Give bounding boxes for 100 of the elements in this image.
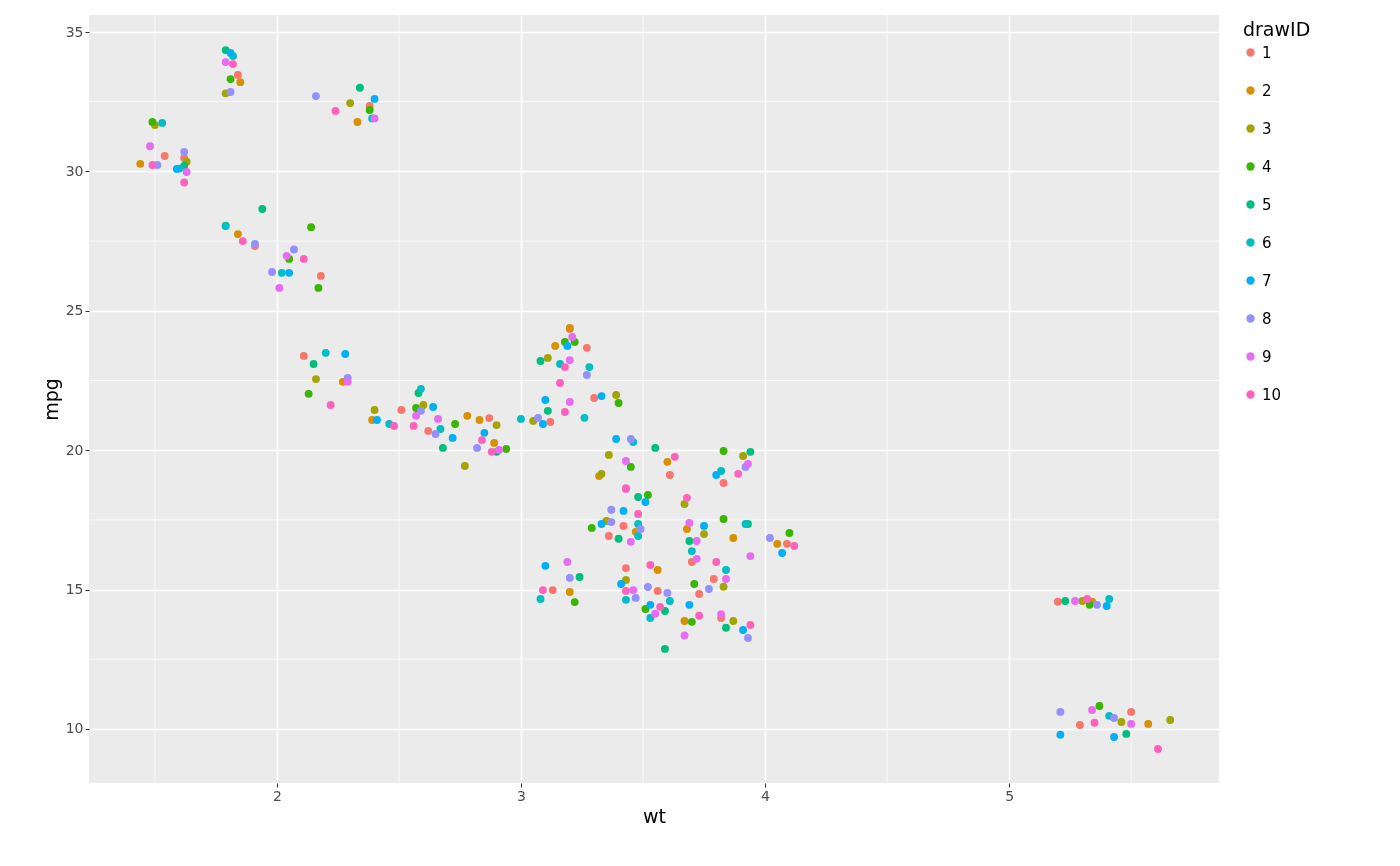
point [643, 583, 652, 591]
point [612, 391, 621, 399]
point [680, 631, 689, 640]
point [331, 106, 340, 115]
point [651, 443, 660, 452]
point [158, 118, 167, 127]
legend-title: drawID [1243, 18, 1311, 40]
point [136, 159, 145, 168]
point [695, 611, 704, 620]
x-tick-label: 5 [1005, 787, 1015, 804]
point [646, 561, 655, 569]
point [312, 375, 320, 383]
point [534, 413, 543, 422]
y-tick-label: 25 [65, 302, 84, 319]
point [582, 343, 591, 352]
point [773, 539, 782, 548]
point [1095, 702, 1104, 710]
point [1083, 595, 1092, 603]
point [539, 586, 547, 595]
point [719, 582, 728, 591]
point [548, 586, 557, 595]
point [485, 414, 494, 423]
y-tick-label: 15 [65, 581, 84, 598]
point [182, 168, 191, 176]
point [478, 436, 486, 445]
point [653, 566, 662, 574]
point [717, 610, 726, 618]
y-tick-label: 10 [65, 720, 84, 737]
point [409, 421, 418, 430]
x-tick-label: 4 [761, 787, 771, 804]
point [543, 406, 552, 415]
point [712, 558, 721, 566]
legend-label: 7 [1262, 271, 1272, 290]
point [575, 573, 584, 581]
point [365, 106, 374, 114]
point [341, 350, 350, 358]
point [221, 58, 230, 67]
point [690, 580, 699, 588]
point [641, 605, 650, 613]
point [226, 88, 235, 96]
point [370, 406, 379, 414]
point [431, 430, 440, 438]
point [646, 600, 655, 609]
point [565, 588, 574, 596]
point [734, 469, 743, 478]
point [1090, 718, 1099, 727]
point [634, 532, 643, 540]
point [636, 525, 645, 533]
point [739, 452, 748, 460]
point [629, 586, 638, 595]
y-tick-label: 35 [65, 23, 84, 40]
point [258, 205, 267, 213]
point [719, 479, 728, 487]
point [1105, 595, 1114, 603]
point [355, 83, 364, 92]
point [700, 530, 708, 538]
point [268, 268, 276, 276]
point [692, 537, 701, 545]
point [299, 254, 308, 263]
point [1056, 707, 1065, 716]
point [582, 370, 591, 379]
point [719, 515, 728, 523]
point [487, 447, 496, 456]
point [397, 406, 406, 414]
point [370, 94, 379, 103]
point [651, 609, 660, 618]
point [617, 580, 625, 588]
point [390, 421, 399, 430]
point [148, 161, 157, 169]
point [729, 534, 738, 542]
point [448, 433, 457, 442]
point [429, 403, 438, 411]
point [585, 363, 594, 372]
point [739, 626, 748, 634]
legend-label: 10 [1262, 385, 1282, 404]
point [704, 585, 713, 593]
point [314, 283, 323, 292]
point [656, 602, 665, 611]
point [277, 268, 286, 277]
point [353, 118, 362, 126]
point [434, 415, 442, 423]
point [226, 75, 235, 84]
point [480, 428, 489, 437]
point [1110, 733, 1118, 741]
point [1053, 597, 1062, 606]
point [285, 268, 294, 277]
point [619, 522, 628, 530]
point [560, 408, 569, 416]
point [790, 542, 799, 550]
point [463, 411, 472, 420]
point [343, 377, 352, 386]
point [1088, 706, 1097, 714]
point [373, 416, 381, 424]
point [326, 401, 335, 409]
point [1166, 716, 1175, 724]
point [622, 587, 630, 595]
point [729, 617, 738, 625]
point [709, 575, 718, 583]
point [687, 617, 696, 626]
point [233, 71, 242, 79]
